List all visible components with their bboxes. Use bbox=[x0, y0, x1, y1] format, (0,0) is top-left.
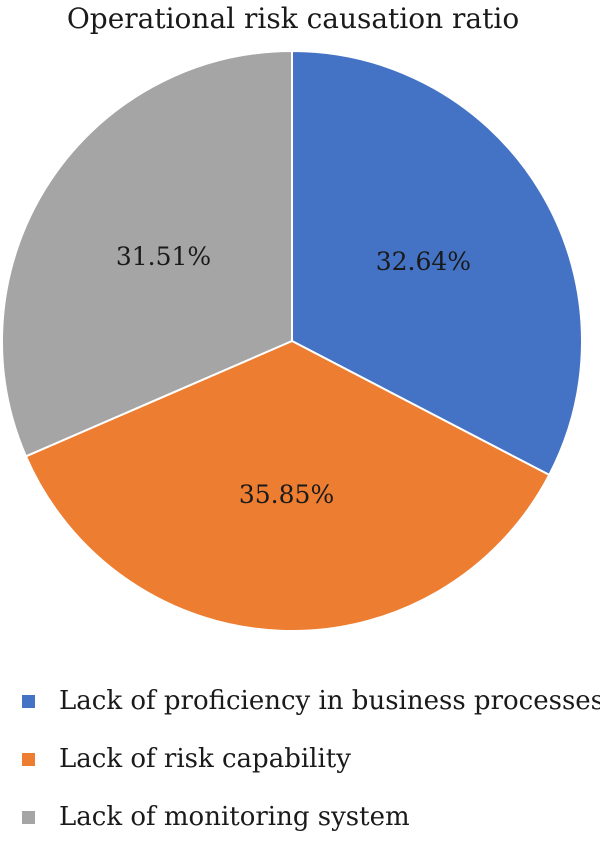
legend-swatch bbox=[22, 810, 35, 824]
slice-risk-capability bbox=[24, 339, 551, 632]
pie-chart: 32.64% 35.85% 31.51% bbox=[1, 49, 583, 632]
legend-swatch bbox=[22, 752, 35, 766]
legend-label: Lack of proficiency in business processe… bbox=[59, 686, 600, 716]
legend-item-risk-capability: Lack of risk capability bbox=[22, 730, 592, 788]
legend-swatch bbox=[22, 694, 35, 708]
slice-label-monitoring-system: 31.51% bbox=[116, 242, 211, 271]
slice-label-business-processes: 32.64% bbox=[376, 247, 471, 276]
slice-monitoring-system bbox=[1, 49, 293, 458]
legend: Lack of proficiency in business processe… bbox=[22, 672, 600, 846]
legend-label: Lack of monitoring system bbox=[59, 802, 410, 832]
chart-title: Operational risk causation ratio bbox=[66, 2, 520, 35]
slice-business-processes bbox=[291, 49, 583, 477]
legend-label: Lack of risk capability bbox=[59, 744, 351, 774]
slice-label-risk-capability: 35.85% bbox=[239, 480, 334, 509]
legend-item-business-processes: Lack of proficiency in business processe… bbox=[22, 672, 600, 730]
legend-item-monitoring-system: Lack of monitoring system bbox=[22, 788, 592, 846]
